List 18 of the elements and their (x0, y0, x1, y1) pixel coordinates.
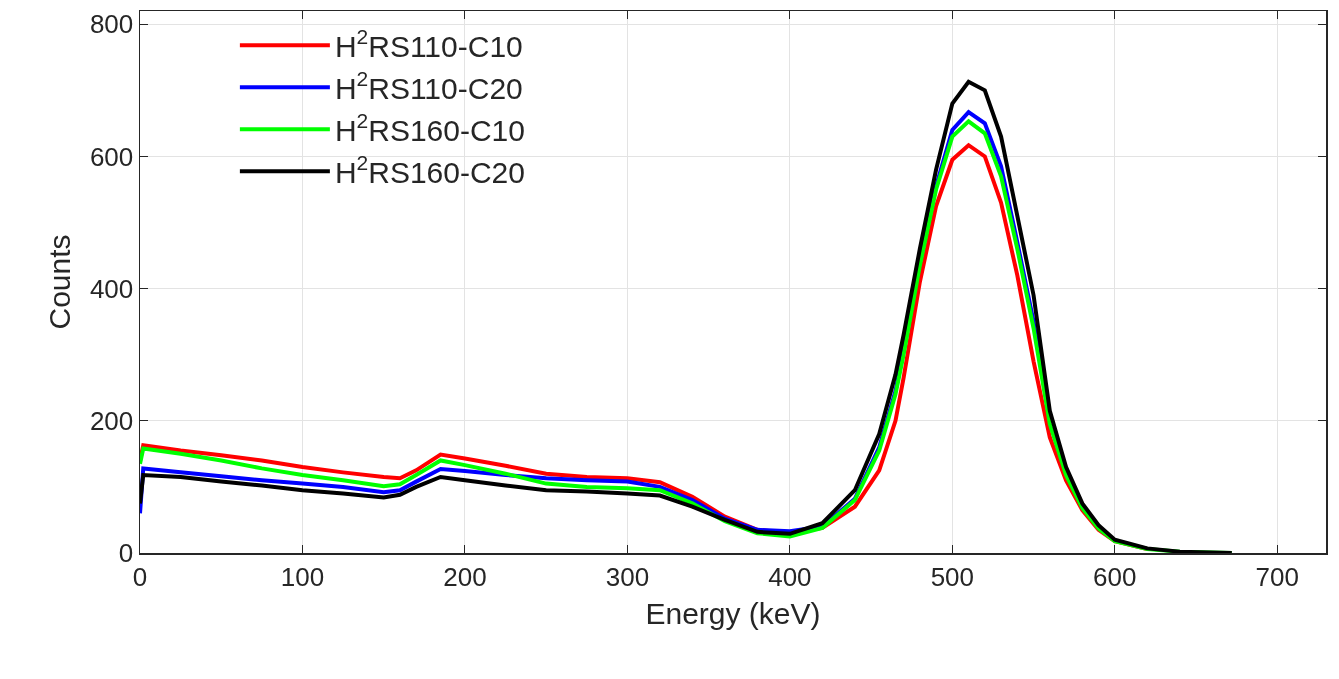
y-axis-title: Counts (43, 234, 77, 330)
x-tick-label: 100 (280, 561, 325, 592)
x-tick-label: 300 (605, 561, 650, 592)
x-tick-label: 400 (768, 561, 812, 592)
x-tick-label: 700 (1255, 561, 1299, 592)
legend-label: H$^{2}$RS110-C10 (334, 25, 523, 63)
y-tick-label: 400 (89, 273, 134, 304)
y-tick-label: 600 (89, 141, 134, 172)
y-tick-label: 0 (118, 538, 134, 569)
y-tick-label: 800 (89, 9, 134, 40)
x-axis-title: Energy (keV) (645, 596, 821, 630)
legend-label: H$^{2}$RS160-C20 (334, 151, 526, 189)
y-tick-label: 200 (89, 405, 134, 436)
legend-label: H$^{2}$RS160-C10 (334, 109, 526, 147)
x-tick-label: 600 (1093, 561, 1137, 592)
legend-label: H$^{2}$RS110-C20 (334, 67, 523, 105)
x-tick-label: 200 (443, 561, 487, 592)
x-tick-label: 500 (930, 561, 975, 592)
